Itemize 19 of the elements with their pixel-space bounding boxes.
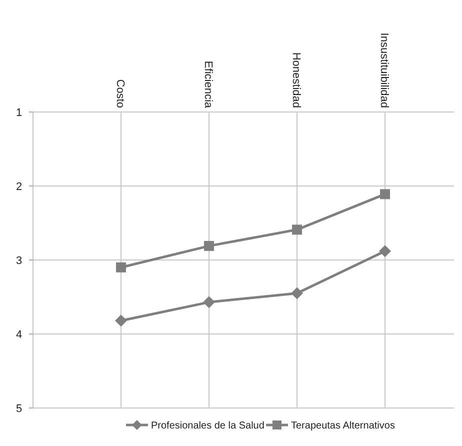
legend-label: Profesionales de la Salud xyxy=(151,420,264,432)
x-tick-label: Insustituibilidad xyxy=(378,32,390,108)
x-tick-label: Eficiencia xyxy=(202,60,214,109)
point xyxy=(204,240,214,251)
x-tick-label: Honestidad xyxy=(290,52,302,108)
point xyxy=(116,262,126,272)
point xyxy=(379,245,391,258)
legend-label: Terapeutas Alternativos xyxy=(291,420,395,432)
point xyxy=(380,189,390,200)
y-tick-label: 4 xyxy=(16,328,22,341)
y-tick-label: 5 xyxy=(16,402,22,415)
y-tick-label: 1 xyxy=(16,106,22,119)
point xyxy=(115,314,127,327)
y-tick-label: 2 xyxy=(16,180,22,193)
y-tick-label: 3 xyxy=(16,254,22,267)
point xyxy=(291,287,303,300)
x-tick-label: Costo xyxy=(114,79,126,108)
point xyxy=(203,296,215,308)
point xyxy=(292,224,302,235)
